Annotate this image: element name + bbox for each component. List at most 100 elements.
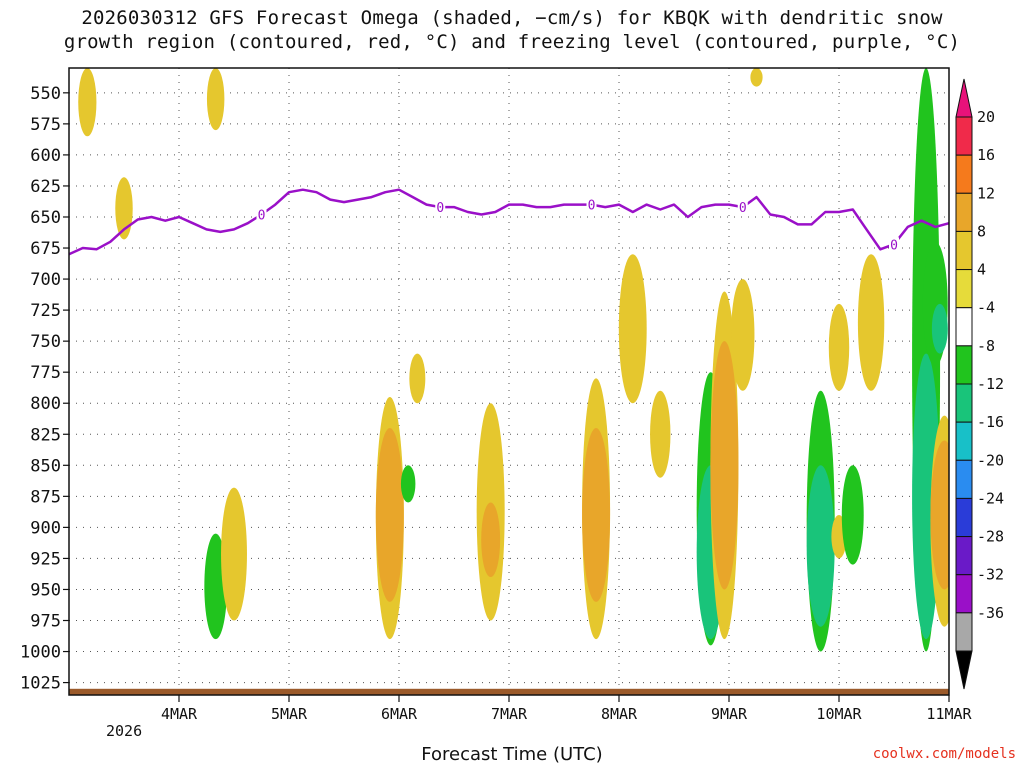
x-tick-label: 7MAR xyxy=(491,705,528,723)
omega-region xyxy=(731,279,755,391)
colorbar-tick-label: 20 xyxy=(977,108,995,126)
omega-region xyxy=(750,68,763,87)
x-tick-label: 4MAR xyxy=(161,705,198,723)
omega-shading xyxy=(78,68,949,652)
colorbar-tick-label: -8 xyxy=(977,337,995,355)
contour-label-bg xyxy=(889,237,899,252)
colorbar-segment xyxy=(955,383,973,423)
colorbar-over-arrow xyxy=(955,78,973,118)
omega-region xyxy=(841,465,864,565)
contour-label-bg xyxy=(737,200,748,215)
contour-label-bg xyxy=(586,197,597,212)
omega-region xyxy=(857,254,885,391)
colorbar-tick-label: -28 xyxy=(977,528,1004,546)
y-tick-label: 675 xyxy=(30,239,61,259)
colorbar-segment xyxy=(955,116,973,156)
y-tick-label: 875 xyxy=(30,487,61,507)
colorbar-tick-label: -32 xyxy=(977,566,1004,584)
y-tick-label: 800 xyxy=(30,394,61,414)
colorbar: 20 16 12 8 4 -4 -8 -12 -16 -20 -24 -28 -32 -36 xyxy=(955,78,1004,690)
colorbar-tick-label: 4 xyxy=(977,261,986,279)
y-tick-label: 600 xyxy=(30,146,61,166)
colorbar-tick-label: -16 xyxy=(977,413,1004,431)
freezing-level-line xyxy=(69,188,949,256)
chart-title: 2026030312 GFS Forecast Omega (shaded, −… xyxy=(63,7,961,53)
omega-region xyxy=(650,390,671,478)
colorbar-segment xyxy=(955,574,973,614)
omega-region xyxy=(206,68,225,131)
contour-label: 0 xyxy=(739,201,747,216)
omega-region xyxy=(409,353,426,404)
omega-region xyxy=(806,465,835,627)
x-tick-label: 6MAR xyxy=(381,705,418,723)
colorbar-tick-label: 8 xyxy=(977,222,986,240)
y-tick-label: 950 xyxy=(30,580,61,600)
omega-region xyxy=(618,254,647,404)
omega-region xyxy=(78,68,97,137)
colorbar-tick-label: -12 xyxy=(977,375,1004,393)
omega-region xyxy=(930,440,949,590)
colorbar-segment xyxy=(955,192,973,232)
contour-label: 0 xyxy=(890,238,898,253)
colorbar-segment xyxy=(955,612,973,652)
omega-region xyxy=(710,341,739,590)
omega-region xyxy=(375,428,404,602)
y-tick-label: 900 xyxy=(30,518,61,538)
x-tick-label: 10MAR xyxy=(816,705,862,723)
omega-region xyxy=(931,303,948,354)
colorbar-segment xyxy=(955,421,973,461)
x-axis: 4MAR 5MAR 6MAR 7MAR 8MAR 9MAR 10MAR 11MAR xyxy=(161,695,973,723)
y-tick-label: 575 xyxy=(30,115,61,135)
ground-layer xyxy=(69,688,949,695)
colorbar-segment xyxy=(955,307,973,347)
colorbar-tick-label: -20 xyxy=(977,451,1004,469)
omega-region xyxy=(481,502,501,578)
x-tick-label: 9MAR xyxy=(711,705,748,723)
x-tick-label: 8MAR xyxy=(601,705,638,723)
colorbar-segment xyxy=(955,459,973,499)
colorbar-under-arrow xyxy=(955,650,973,690)
freezing-level-contour: 0 0 0 0 0 xyxy=(69,188,949,256)
y-tick-label: 700 xyxy=(30,270,61,290)
ground-fill xyxy=(69,688,949,695)
y-tick-label: 825 xyxy=(30,425,61,445)
omega-region xyxy=(828,303,850,391)
y-tick-label: 625 xyxy=(30,177,61,197)
y-tick-label: 550 xyxy=(30,84,61,104)
omega-region xyxy=(400,465,416,503)
y-tick-label: 775 xyxy=(30,363,61,383)
colorbar-tick-label: 16 xyxy=(977,146,995,164)
omega-region xyxy=(582,428,611,602)
y-axis: 550 575 600 625 650 675 700 725 750 775 800 825 850 8… xyxy=(20,84,69,694)
colorbar-tick-label: 12 xyxy=(977,184,995,202)
colorbar-segment xyxy=(955,230,973,271)
contour-label: 0 xyxy=(436,201,444,216)
y-tick-label: 650 xyxy=(30,208,61,228)
y-tick-label: 975 xyxy=(30,612,61,632)
y-tick-label: 725 xyxy=(30,301,61,321)
contour-label: 0 xyxy=(258,209,266,224)
contour-label-bg xyxy=(256,207,267,222)
omega-region xyxy=(115,177,133,240)
y-tick-label: 925 xyxy=(30,549,61,569)
credit-link[interactable]: coolwx.com/models xyxy=(872,746,1016,762)
colorbar-segment xyxy=(955,345,973,385)
y-tick-label: 1000 xyxy=(20,643,61,663)
year-label: 2026 xyxy=(106,722,143,740)
colorbar-segment xyxy=(955,269,973,309)
x-tick-label: 11MAR xyxy=(926,705,972,723)
colorbar-tick-label: -4 xyxy=(977,299,995,317)
y-tick-label: 850 xyxy=(30,456,61,476)
omega-region xyxy=(221,487,247,621)
contour-label-bg xyxy=(435,200,446,215)
colorbar-tick-label: -36 xyxy=(977,604,1004,622)
y-tick-label: 750 xyxy=(30,332,61,352)
colorbar-segment xyxy=(955,497,973,538)
colorbar-segment xyxy=(955,536,973,576)
colorbar-tick-label: -24 xyxy=(977,489,1004,507)
colorbar-segment xyxy=(955,154,973,194)
x-axis-label: Forecast Time (UTC) xyxy=(421,744,603,765)
x-tick-label: 5MAR xyxy=(271,705,308,723)
y-tick-label: 1025 xyxy=(20,674,61,694)
